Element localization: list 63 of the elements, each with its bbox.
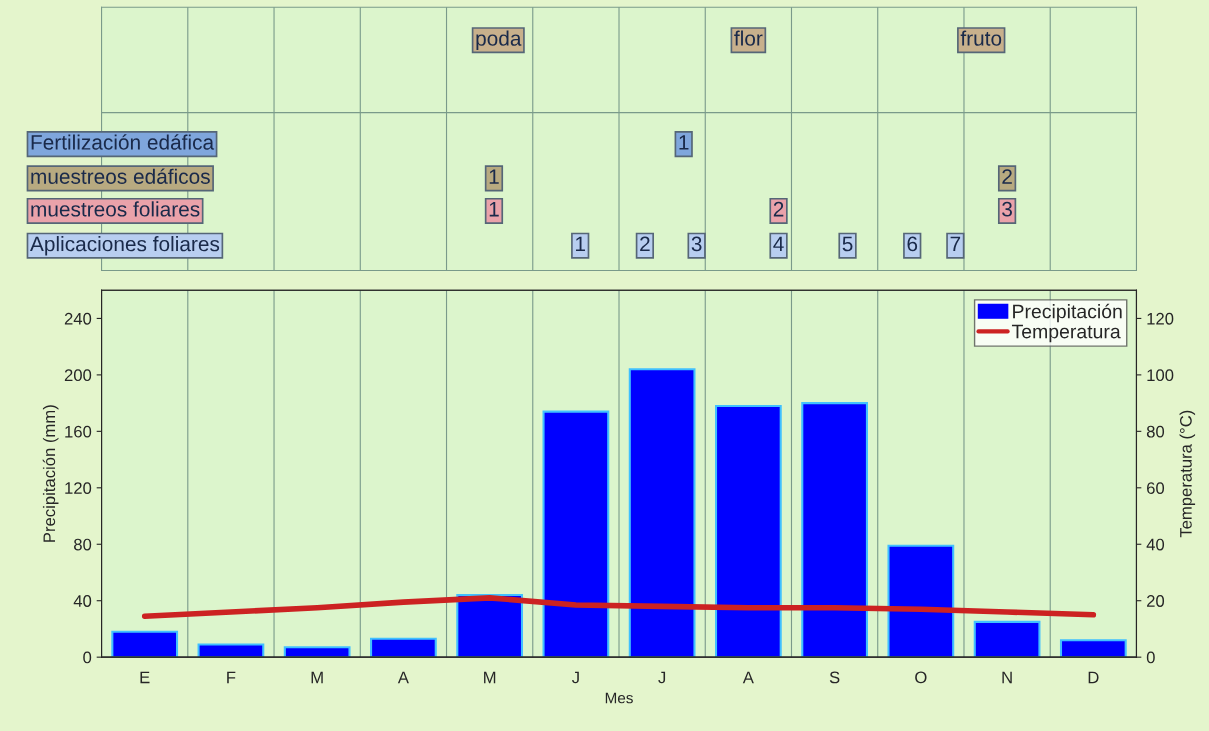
y2-tick-label: 120 — [1147, 312, 1174, 325]
bar — [283, 646, 351, 658]
bar — [628, 368, 696, 658]
y-tick-label: 240 — [64, 312, 92, 325]
text: 1 — [489, 169, 499, 184]
text: 2 — [773, 201, 784, 217]
text: 1 — [489, 202, 499, 217]
x-tick-label: M — [484, 671, 496, 684]
text: fruto — [960, 30, 1002, 46]
bar — [887, 544, 955, 658]
text: 3 — [691, 236, 702, 252]
legend-label: Precipitación — [1013, 303, 1122, 323]
x-axis-title: Mes — [605, 692, 633, 704]
x-tick-label: N — [1002, 671, 1012, 684]
bar — [111, 630, 179, 658]
bar — [973, 620, 1041, 658]
text: 6 — [907, 236, 918, 252]
y-tick-label: 160 — [65, 425, 92, 438]
text: 5 — [842, 236, 853, 252]
y2-tick-label: 20 — [1147, 595, 1165, 607]
text: 7 — [950, 236, 961, 252]
bar — [1059, 639, 1127, 658]
y-tick-label: 40 — [73, 595, 92, 607]
y2-tick-label: 0 — [1146, 651, 1155, 664]
text: 1 — [575, 236, 585, 252]
y-tick-label: 80 — [74, 538, 92, 551]
text: Fertilización edáfica — [31, 134, 215, 150]
bar — [370, 637, 437, 658]
y2-axis-title: Temperatura (°C) — [1179, 410, 1196, 538]
x-tick-label: F — [227, 671, 236, 684]
text: 1 — [679, 135, 689, 150]
x-tick-label: A — [742, 671, 754, 684]
text: 3 — [1002, 201, 1012, 217]
bar — [542, 410, 610, 658]
x-tick-label: J — [571, 671, 579, 684]
text: 2 — [640, 236, 650, 252]
bar — [456, 594, 524, 658]
text: poda — [476, 30, 522, 50]
text: Aplicaciones foliares — [30, 236, 220, 256]
y2-tick-label: 60 — [1147, 482, 1165, 495]
text: muestreos edáficos — [31, 168, 210, 184]
y-axis-title: Precipitación (mm) — [42, 405, 59, 542]
y2-tick-label: 40 — [1146, 538, 1165, 551]
bar — [801, 402, 868, 658]
y2-tick-label: 80 — [1146, 425, 1165, 438]
x-tick-label: D — [1088, 671, 1099, 684]
legend-label: Temperatura — [1011, 324, 1121, 343]
y-tick-label: 120 — [65, 482, 92, 495]
x-tick-label: M — [311, 671, 323, 684]
bar — [714, 404, 782, 658]
text: 2 — [1002, 169, 1012, 184]
x-tick-label: O — [915, 671, 927, 684]
x-tick-label: E — [140, 671, 150, 684]
y2-tick-label: 100 — [1147, 369, 1174, 382]
text: flor — [734, 30, 763, 46]
y-tick-label: 0 — [83, 651, 92, 664]
y-tick-label: 200 — [64, 369, 92, 382]
x-tick-label: J — [658, 671, 666, 684]
bar — [197, 643, 265, 658]
x-tick-label: S — [829, 671, 840, 684]
text: 4 — [773, 236, 784, 252]
text: muestreos foliares — [31, 201, 200, 217]
x-tick-label: A — [397, 671, 409, 684]
